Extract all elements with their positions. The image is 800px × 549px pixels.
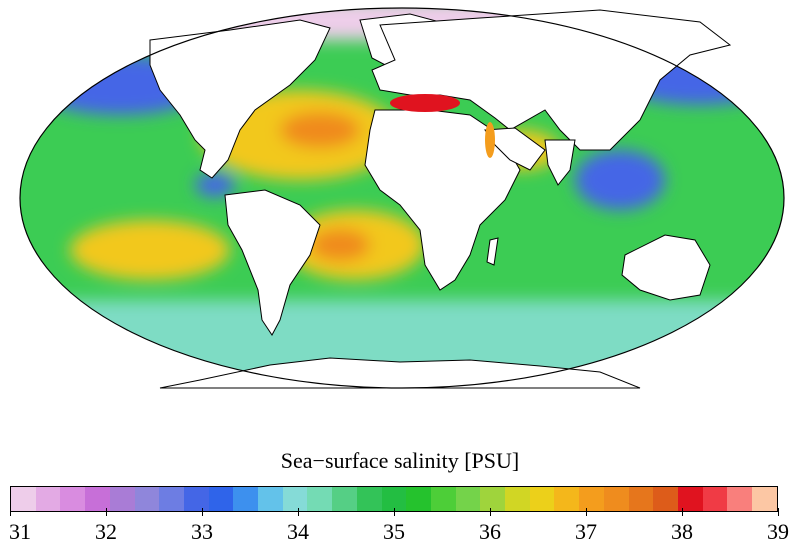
red-sea	[485, 122, 495, 158]
colorbar-tick-label: 34	[287, 519, 309, 544]
colorbar-swatch	[554, 487, 580, 511]
salinity-map	[19, 7, 785, 389]
mediterranean-sea	[390, 94, 460, 112]
colorbar-tick	[105, 508, 107, 516]
colorbar-swatch	[455, 487, 481, 511]
colorbar-tick-label: 32	[95, 519, 117, 544]
colorbar-swatch	[208, 487, 234, 511]
colorbar-tick-label: 31	[9, 519, 31, 544]
colorbar-swatch	[134, 487, 160, 511]
colorbar-tick	[489, 508, 491, 516]
colorbar-swatch	[677, 487, 703, 511]
colorbar-swatch	[183, 487, 209, 511]
colorbar-tick	[297, 508, 299, 516]
land-masses	[149, 9, 732, 389]
colorbar-tick	[393, 508, 395, 516]
colorbar-tick	[777, 508, 779, 516]
colorbar-tick-label: 33	[191, 519, 213, 544]
colorbar-swatch	[430, 487, 456, 511]
colorbar-tick-label: 37	[575, 519, 597, 544]
colorbar-swatch	[35, 487, 61, 511]
salinity-colorbar	[10, 486, 778, 512]
colorbar-tick-label: 35	[383, 519, 405, 544]
colorbar-swatch	[727, 487, 753, 511]
colorbar-swatch	[628, 487, 654, 511]
globe-outline	[19, 7, 785, 389]
colorbar-swatch	[406, 487, 431, 511]
colorbar-swatch	[579, 487, 604, 511]
australia	[621, 234, 711, 301]
colorbar-tick-label: 36	[479, 519, 501, 544]
colorbar-swatch	[529, 487, 555, 511]
colorbar-swatch	[381, 487, 407, 511]
colorbar-swatch	[11, 487, 36, 511]
colorbar-tick	[201, 508, 203, 516]
colorbar-swatch	[332, 487, 357, 511]
colorbar-swatch	[109, 487, 135, 511]
colorbar-tick-label: 39	[767, 519, 789, 544]
colorbar-swatch	[159, 487, 184, 511]
madagascar	[486, 237, 499, 266]
colorbar-title: Sea−surface salinity [PSU]	[280, 448, 520, 473]
colorbar-swatch	[307, 487, 333, 511]
colorbar-swatch	[603, 487, 629, 511]
eurasia	[371, 9, 732, 151]
south-america	[224, 189, 321, 336]
colorbar-tick	[9, 508, 11, 516]
colorbar-swatch	[258, 487, 283, 511]
colorbar-swatch	[356, 487, 382, 511]
north-america	[149, 19, 331, 179]
colorbar-swatch	[505, 487, 530, 511]
india	[544, 139, 576, 186]
colorbar-swatch	[60, 487, 86, 511]
colorbar-swatch	[752, 487, 777, 511]
colorbar-swatch	[702, 487, 728, 511]
colorbar-swatch	[85, 487, 110, 511]
colorbar-swatch	[653, 487, 678, 511]
colorbar-tick	[681, 508, 683, 516]
colorbar-tick-label: 38	[671, 519, 693, 544]
colorbar-tick	[585, 508, 587, 516]
colorbar-swatch	[233, 487, 259, 511]
colorbar-swatch	[282, 487, 308, 511]
arabia	[484, 127, 546, 171]
colorbar-swatch	[480, 487, 506, 511]
